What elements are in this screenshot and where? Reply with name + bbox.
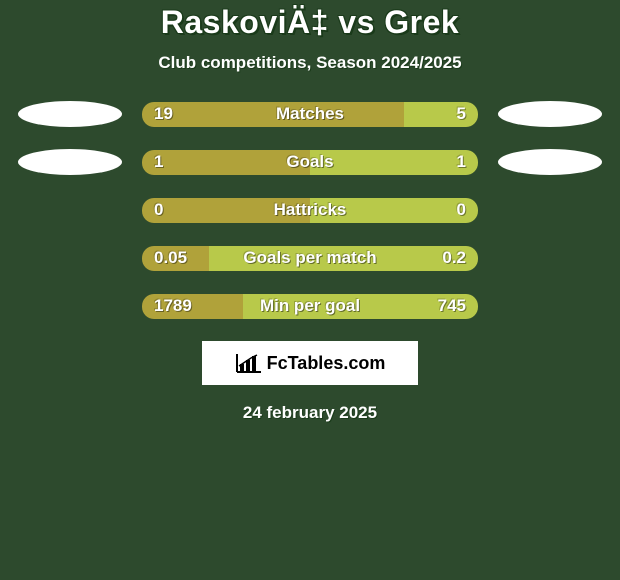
stat-bar: 195Matches [142,102,478,127]
stat-bar-right: 745 [243,294,478,319]
stat-bar: 11Goals [142,150,478,175]
stat-bar: 00Hattricks [142,198,478,223]
stat-value-right: 745 [426,296,478,316]
stat-value-right: 5 [445,104,478,124]
player-avatar-right [498,101,602,127]
avatar-slot-left [16,149,124,175]
stat-bar-right: 0 [310,198,478,223]
stat-row: 00Hattricks [0,197,620,223]
stat-bar: 1789745Min per goal [142,294,478,319]
stat-bar-left: 1 [142,150,310,175]
stat-bar-right: 0.2 [209,246,478,271]
bar-chart-icon [235,352,263,374]
logo-badge: FcTables.com [202,341,418,385]
stat-row: 0.050.2Goals per match [0,245,620,271]
subtitle: Club competitions, Season 2024/2025 [0,53,620,73]
stat-row: 195Matches [0,101,620,127]
stat-bar-right: 1 [310,150,478,175]
avatar-slot-right [496,149,604,175]
stat-bar-left: 0 [142,198,310,223]
avatar-slot-left [16,101,124,127]
stat-bar-left: 0.05 [142,246,209,271]
player-avatar-left [18,149,122,175]
stat-value-left: 1789 [142,296,204,316]
stat-value-left: 0.05 [142,248,199,268]
stat-row: 11Goals [0,149,620,175]
stat-value-left: 1 [142,152,175,172]
stat-value-right: 1 [445,152,478,172]
player-avatar-right [498,149,602,175]
stat-bar-left: 1789 [142,294,243,319]
date-label: 24 february 2025 [0,403,620,423]
stat-bar: 0.050.2Goals per match [142,246,478,271]
stat-bar-right: 5 [404,102,478,127]
infographic-container: RaskoviÄ‡ vs Grek Club competitions, Sea… [0,0,620,423]
stat-rows: 195Matches11Goals00Hattricks0.050.2Goals… [0,101,620,319]
stat-value-right: 0 [445,200,478,220]
stat-row: 1789745Min per goal [0,293,620,319]
stat-bar-left: 19 [142,102,404,127]
stat-value-left: 19 [142,104,185,124]
stat-value-right: 0.2 [430,248,478,268]
page-title: RaskoviÄ‡ vs Grek [0,4,620,41]
stat-value-left: 0 [142,200,175,220]
avatar-slot-right [496,101,604,127]
player-avatar-left [18,101,122,127]
logo-text: FcTables.com [267,353,386,374]
